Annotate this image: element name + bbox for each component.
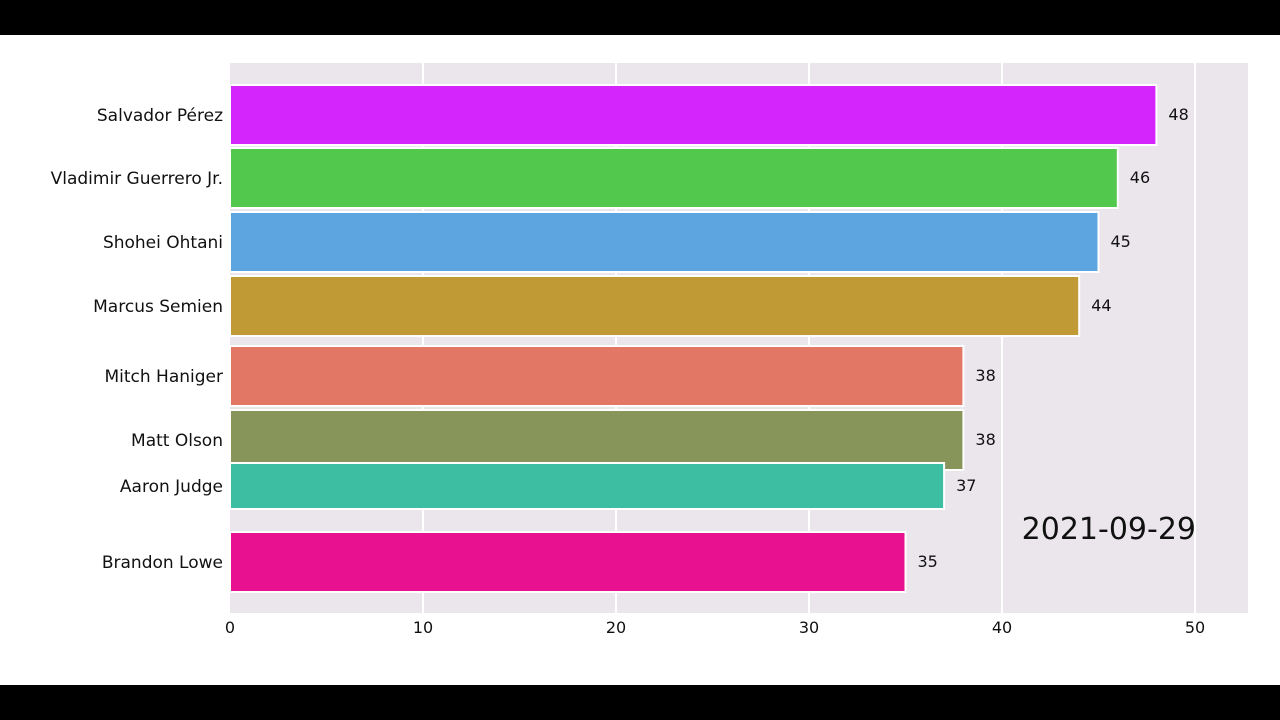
bar xyxy=(229,275,1081,337)
bar xyxy=(229,84,1158,146)
value-label: 37 xyxy=(956,476,976,495)
x-tick-labels: 0 10 20 30 40 50 xyxy=(225,618,1205,637)
bar-chart: Salvador Pérez Vladimir Guerrero Jr. Shohe… xyxy=(51,63,1248,637)
category-label: Matt Olson xyxy=(131,431,223,451)
date-label: 2021-09-29 xyxy=(1022,512,1196,547)
value-label: 38 xyxy=(975,366,995,385)
value-label: 38 xyxy=(975,430,995,449)
x-tick-label: 20 xyxy=(606,618,626,637)
category-label: Marcus Semien xyxy=(93,297,223,317)
category-labels: Salvador Pérez Vladimir Guerrero Jr. Shohe… xyxy=(51,106,223,573)
category-label: Brandon Lowe xyxy=(102,553,223,573)
x-tick-label: 0 xyxy=(225,618,235,637)
category-label: Salvador Pérez xyxy=(97,106,223,126)
bar xyxy=(229,345,965,407)
x-tick-label: 10 xyxy=(413,618,433,637)
value-label: 35 xyxy=(918,552,938,571)
bar xyxy=(229,409,965,471)
bar xyxy=(229,147,1119,209)
bar xyxy=(229,211,1100,273)
x-tick-label: 50 xyxy=(1185,618,1205,637)
category-label: Vladimir Guerrero Jr. xyxy=(51,169,223,189)
category-label: Shohei Ohtani xyxy=(103,233,223,253)
chart-stage: Salvador Pérez Vladimir Guerrero Jr. Shohe… xyxy=(0,35,1280,685)
x-tick-label: 30 xyxy=(799,618,819,637)
category-label: Aaron Judge xyxy=(120,477,223,497)
bar xyxy=(229,531,907,593)
x-tick-label: 40 xyxy=(992,618,1012,637)
value-label: 46 xyxy=(1130,168,1150,187)
value-label: 48 xyxy=(1168,105,1188,124)
value-label: 45 xyxy=(1111,232,1131,251)
category-label: Mitch Haniger xyxy=(104,367,223,387)
bar xyxy=(229,462,946,510)
value-labels: 48 46 45 44 38 38 37 35 xyxy=(918,105,1189,571)
bars xyxy=(229,84,1158,593)
value-label: 44 xyxy=(1091,296,1111,315)
